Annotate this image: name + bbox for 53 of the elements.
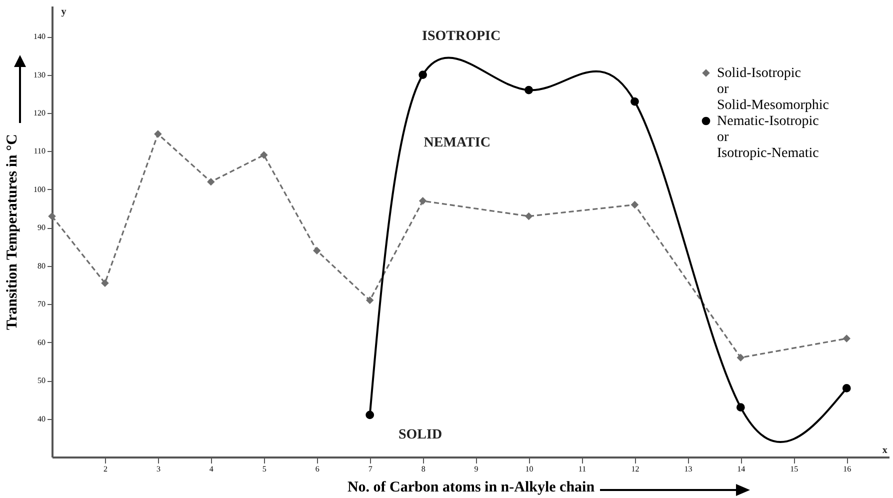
legend-label: Nematic-Isotropic or Isotropic-Nematic — [717, 114, 819, 161]
x-tick-label: 13 — [684, 464, 692, 474]
x-tick-label: 4 — [209, 464, 214, 474]
point — [366, 296, 374, 304]
point — [842, 334, 850, 342]
annotation: y — [61, 6, 66, 18]
y-tick-label: 90 — [38, 223, 46, 232]
y-axis-title: Transition Temperatures in °C — [4, 134, 20, 330]
y-tick-label: 60 — [38, 338, 46, 347]
y-tick-label: 140 — [34, 32, 46, 42]
point — [366, 410, 374, 420]
point — [101, 279, 109, 287]
x-tick-label: 5 — [262, 464, 266, 474]
annotation: ISOTROPIC — [422, 29, 501, 44]
y-tick-label: 80 — [38, 261, 46, 270]
point — [418, 197, 427, 205]
y-tick-label: 130 — [34, 70, 46, 80]
annotation: NEMATIC — [424, 136, 490, 151]
x-tick-label: 2 — [103, 464, 108, 474]
point — [630, 97, 639, 106]
point — [418, 70, 428, 79]
point — [736, 354, 745, 362]
x-tick-label: 12 — [631, 464, 640, 474]
point — [154, 130, 162, 138]
x-tick-label: 9 — [474, 464, 478, 474]
x-tick-label: 16 — [843, 464, 852, 474]
x-tick-label: 11 — [578, 464, 586, 474]
point — [736, 403, 745, 412]
x-tick-label: 7 — [368, 464, 372, 474]
y-tick-label: 40 — [38, 414, 46, 424]
x-axis-title: No. of Carbon atoms in n-Alkyle chain — [347, 480, 596, 496]
y-tick-label: 120 — [34, 108, 46, 118]
point — [260, 151, 268, 159]
x-tick-label: 15 — [790, 464, 798, 474]
point — [524, 212, 533, 220]
x-tick-label: 3 — [156, 464, 160, 474]
x-tick-label: 10 — [525, 464, 534, 474]
x-tick-label: 6 — [315, 464, 320, 474]
y-tick-label: 50 — [38, 376, 46, 386]
point — [313, 246, 321, 254]
point — [524, 86, 533, 94]
point — [48, 212, 56, 220]
y-tick-label: 110 — [34, 146, 46, 156]
point — [630, 200, 639, 209]
y-tick-label: 70 — [38, 300, 46, 309]
x-tick-label: 8 — [421, 464, 426, 474]
legend-label: Solid-Isotropic or Solid-Mesomorphic — [717, 66, 829, 113]
y-tick-label: 100 — [34, 184, 46, 194]
point — [842, 384, 851, 392]
x-tick-label: 14 — [737, 464, 746, 474]
annotation: SOLID — [398, 427, 442, 442]
point — [207, 178, 215, 186]
annotation: x — [882, 445, 888, 456]
